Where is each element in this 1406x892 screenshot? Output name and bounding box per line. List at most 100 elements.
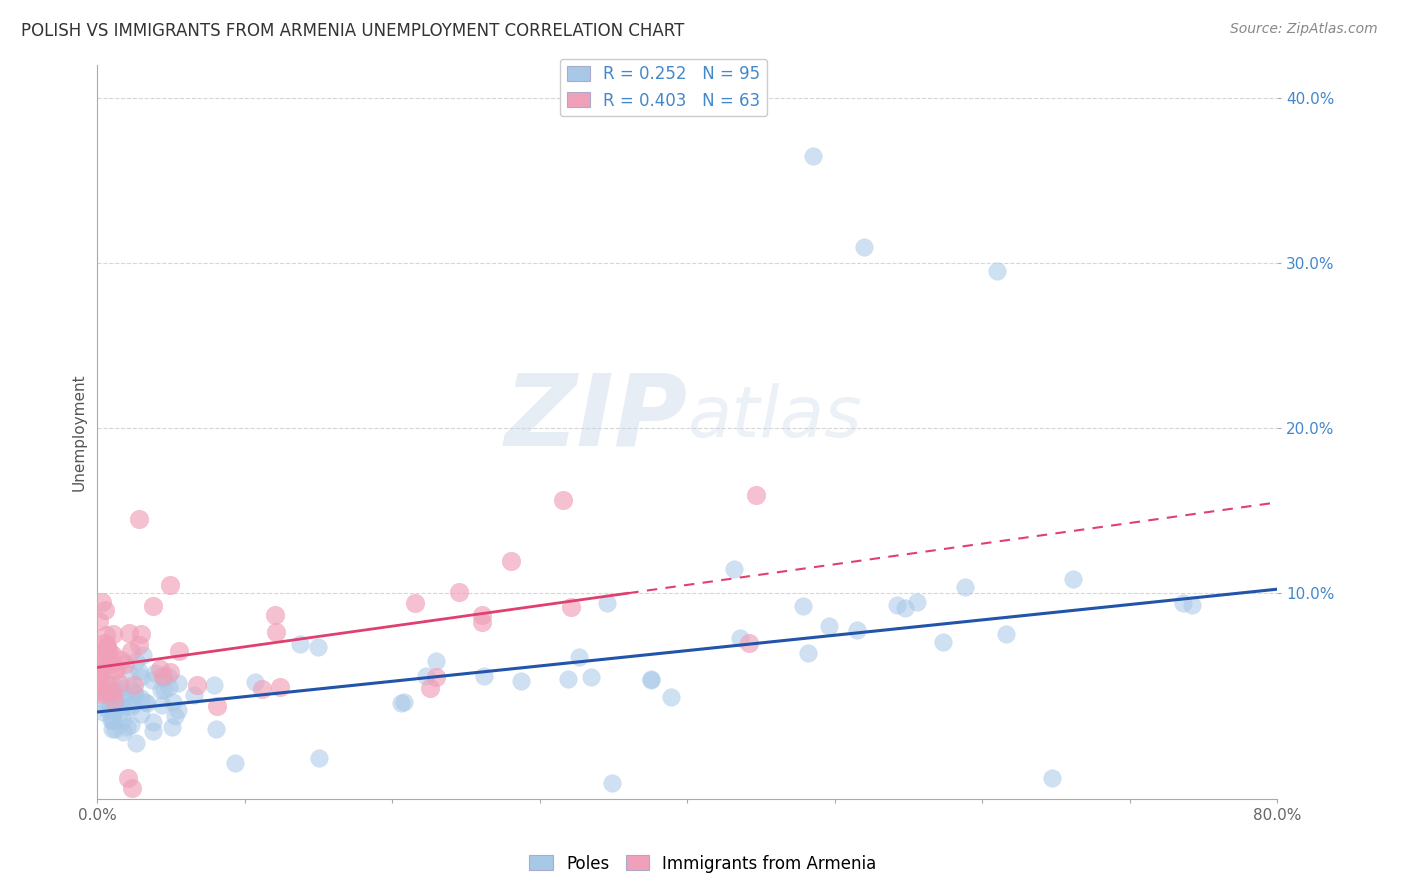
Point bbox=[152, 671, 174, 685]
Point bbox=[183, 688, 205, 702]
Point bbox=[167, 644, 190, 658]
Point bbox=[553, 493, 575, 508]
Point bbox=[101, 627, 124, 641]
Point bbox=[205, 723, 228, 737]
Point bbox=[159, 665, 181, 679]
Point bbox=[90, 687, 112, 701]
Point bbox=[792, 599, 814, 614]
Point bbox=[120, 700, 142, 714]
Point bbox=[87, 615, 110, 629]
Point bbox=[818, 619, 841, 633]
Point bbox=[89, 679, 111, 693]
Point bbox=[167, 703, 190, 717]
Point bbox=[659, 690, 682, 704]
Point bbox=[269, 680, 291, 694]
Point bbox=[128, 512, 150, 526]
Point bbox=[93, 683, 115, 698]
Point bbox=[100, 722, 122, 736]
Point bbox=[886, 599, 908, 613]
Point bbox=[108, 675, 131, 690]
Legend: R = 0.252   N = 95, R = 0.403   N = 63: R = 0.252 N = 95, R = 0.403 N = 63 bbox=[560, 59, 768, 116]
Point bbox=[288, 637, 311, 651]
Point bbox=[100, 713, 122, 727]
Point bbox=[165, 708, 187, 723]
Point bbox=[308, 751, 330, 765]
Point bbox=[91, 685, 114, 699]
Point bbox=[108, 681, 131, 696]
Point bbox=[640, 673, 662, 687]
Point bbox=[264, 607, 287, 622]
Point bbox=[1062, 572, 1084, 586]
Point bbox=[129, 690, 152, 705]
Point bbox=[87, 650, 110, 665]
Point bbox=[307, 640, 329, 654]
Point bbox=[509, 673, 531, 688]
Point bbox=[905, 595, 928, 609]
Point bbox=[143, 665, 166, 680]
Point bbox=[110, 653, 132, 667]
Point bbox=[250, 682, 273, 697]
Point bbox=[111, 699, 134, 714]
Point bbox=[132, 648, 155, 662]
Point bbox=[953, 580, 976, 594]
Point bbox=[93, 693, 115, 707]
Text: ZIP: ZIP bbox=[505, 369, 688, 466]
Point bbox=[97, 678, 120, 692]
Point bbox=[142, 724, 165, 739]
Point bbox=[425, 670, 447, 684]
Point bbox=[202, 678, 225, 692]
Point bbox=[128, 664, 150, 678]
Point bbox=[205, 699, 228, 714]
Point bbox=[101, 712, 124, 726]
Point bbox=[129, 669, 152, 683]
Point bbox=[122, 697, 145, 711]
Point bbox=[120, 644, 142, 658]
Point bbox=[995, 627, 1018, 641]
Point bbox=[640, 672, 662, 686]
Point bbox=[105, 663, 128, 677]
Point bbox=[103, 663, 125, 677]
Point bbox=[89, 673, 111, 687]
Point bbox=[186, 678, 208, 692]
Point bbox=[131, 627, 153, 641]
Point bbox=[111, 713, 134, 727]
Point bbox=[557, 672, 579, 686]
Point bbox=[101, 714, 124, 728]
Point bbox=[117, 699, 139, 714]
Point bbox=[101, 648, 124, 662]
Point bbox=[1040, 771, 1063, 785]
Point bbox=[120, 666, 142, 681]
Point bbox=[142, 599, 165, 613]
Point bbox=[404, 596, 426, 610]
Point bbox=[100, 657, 122, 671]
Point bbox=[97, 643, 120, 657]
Point bbox=[389, 696, 412, 710]
Point bbox=[156, 669, 179, 683]
Point bbox=[797, 646, 820, 660]
Point bbox=[846, 624, 869, 638]
Point bbox=[112, 725, 135, 739]
Point bbox=[121, 780, 143, 795]
Point bbox=[110, 698, 132, 712]
Y-axis label: Unemployment: Unemployment bbox=[72, 374, 86, 491]
Point bbox=[100, 695, 122, 709]
Point bbox=[125, 736, 148, 750]
Point bbox=[124, 687, 146, 701]
Point bbox=[117, 771, 139, 785]
Point bbox=[264, 624, 287, 639]
Point bbox=[723, 562, 745, 576]
Text: POLISH VS IMMIGRANTS FROM ARMENIA UNEMPLOYMENT CORRELATION CHART: POLISH VS IMMIGRANTS FROM ARMENIA UNEMPL… bbox=[21, 22, 685, 40]
Point bbox=[97, 677, 120, 691]
Point bbox=[114, 657, 136, 672]
Point bbox=[894, 600, 917, 615]
Point bbox=[107, 697, 129, 711]
Point bbox=[97, 682, 120, 697]
Point bbox=[150, 698, 173, 712]
Point bbox=[801, 149, 824, 163]
Point bbox=[568, 650, 591, 665]
Point bbox=[89, 663, 111, 677]
Point bbox=[152, 683, 174, 698]
Point bbox=[89, 669, 111, 683]
Point bbox=[121, 684, 143, 698]
Point bbox=[152, 669, 174, 683]
